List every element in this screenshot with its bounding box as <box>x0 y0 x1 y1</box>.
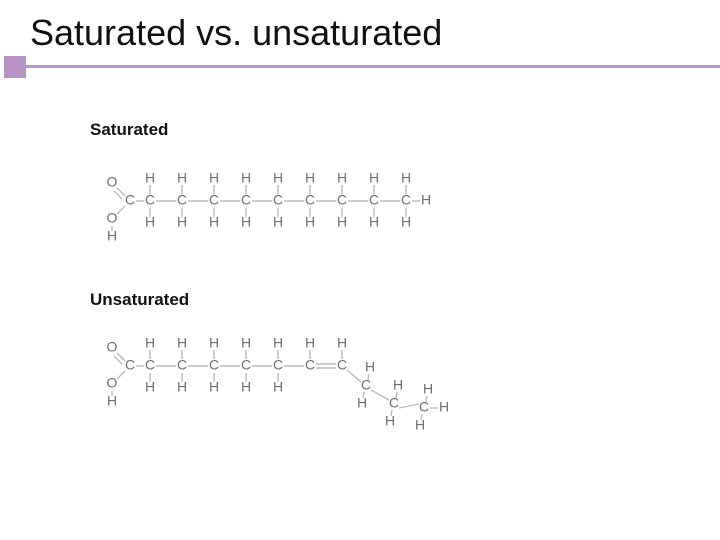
svg-text:C: C <box>337 192 347 208</box>
svg-text:H: H <box>357 395 367 411</box>
svg-text:C: C <box>273 357 283 373</box>
svg-text:H: H <box>385 413 395 429</box>
svg-text:H: H <box>305 170 315 186</box>
svg-text:C: C <box>209 357 219 373</box>
svg-text:C: C <box>145 357 155 373</box>
svg-text:C: C <box>177 192 187 208</box>
svg-text:C: C <box>145 192 155 208</box>
svg-text:C: C <box>125 357 135 373</box>
svg-text:C: C <box>419 399 429 415</box>
svg-text:H: H <box>305 335 315 351</box>
svg-text:C: C <box>273 192 283 208</box>
svg-text:H: H <box>241 335 251 351</box>
svg-text:C: C <box>209 192 219 208</box>
svg-text:H: H <box>241 170 251 186</box>
svg-text:H: H <box>365 359 375 375</box>
svg-text:H: H <box>421 192 431 208</box>
svg-text:O: O <box>107 375 118 391</box>
slide-title: Saturated vs. unsaturated <box>0 0 720 60</box>
svg-text:C: C <box>241 357 251 373</box>
diagram-region: Saturated COOHCHHCHHCHHCHHCHHCHHCHHCHHCH… <box>90 120 520 456</box>
svg-text:C: C <box>369 192 379 208</box>
svg-text:C: C <box>361 377 371 393</box>
label-saturated: Saturated <box>90 120 520 140</box>
svg-text:H: H <box>273 335 283 351</box>
molecule-unsaturated: COOHCHHCHHCHHCHHCHHCHHCHCHHCHHCHHH <box>90 316 520 456</box>
molecule-saturated: COOHCHHCHHCHHCHHCHHCHHCHHCHHCHHH <box>90 146 520 256</box>
accent-bar <box>0 60 720 74</box>
svg-text:H: H <box>337 335 347 351</box>
svg-text:H: H <box>273 170 283 186</box>
svg-text:H: H <box>209 335 219 351</box>
svg-text:H: H <box>401 170 411 186</box>
svg-text:H: H <box>415 417 425 433</box>
svg-text:O: O <box>107 174 118 190</box>
svg-text:H: H <box>177 170 187 186</box>
accent-square <box>4 56 26 78</box>
accent-line <box>26 65 720 68</box>
svg-text:C: C <box>389 395 399 411</box>
svg-text:C: C <box>177 357 187 373</box>
svg-text:H: H <box>369 170 379 186</box>
svg-text:C: C <box>401 192 411 208</box>
svg-text:H: H <box>177 335 187 351</box>
svg-text:O: O <box>107 339 118 355</box>
label-unsaturated: Unsaturated <box>90 290 520 310</box>
svg-text:H: H <box>209 170 219 186</box>
svg-text:C: C <box>125 192 135 208</box>
svg-text:H: H <box>439 399 449 415</box>
svg-text:C: C <box>337 357 347 373</box>
svg-text:C: C <box>241 192 251 208</box>
svg-text:H: H <box>423 381 433 397</box>
svg-text:C: C <box>305 192 315 208</box>
svg-text:O: O <box>107 210 118 226</box>
svg-text:H: H <box>145 335 155 351</box>
svg-text:H: H <box>337 170 347 186</box>
svg-text:H: H <box>145 170 155 186</box>
svg-text:H: H <box>393 377 403 393</box>
